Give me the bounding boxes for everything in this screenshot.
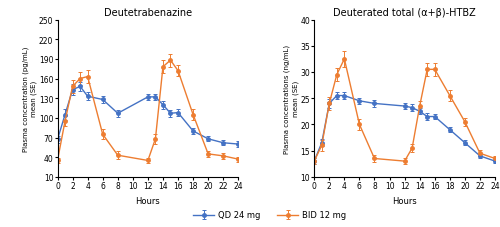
Y-axis label: Plasma concentrations (ng/mL)
mean (SE): Plasma concentrations (ng/mL) mean (SE) [284, 44, 299, 153]
Y-axis label: Plasma concentration (pg/mL)
mean (SE): Plasma concentration (pg/mL) mean (SE) [22, 46, 38, 151]
Title: Deutetrabenazine: Deutetrabenazine [104, 8, 192, 18]
X-axis label: Hours: Hours [136, 196, 160, 205]
X-axis label: Hours: Hours [392, 196, 417, 205]
Title: Deuterated total (α+β)-HTBZ: Deuterated total (α+β)-HTBZ [333, 8, 476, 18]
Legend: QD 24 mg, BID 12 mg: QD 24 mg, BID 12 mg [190, 207, 350, 223]
